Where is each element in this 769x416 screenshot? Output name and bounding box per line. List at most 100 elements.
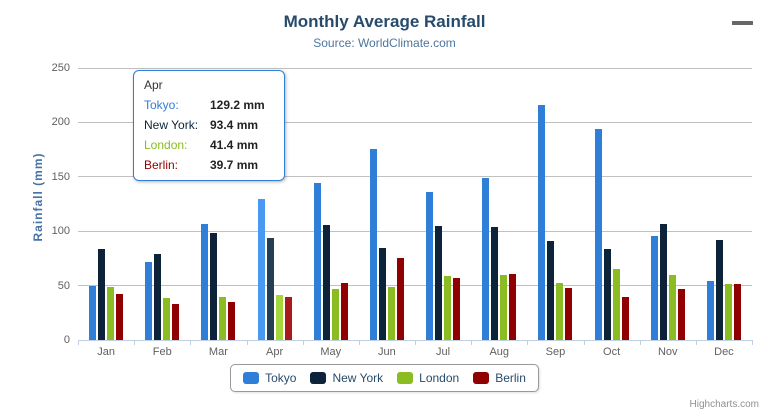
column-bar-new-york-mar[interactable] bbox=[210, 232, 218, 340]
column-bar-tokyo-nov[interactable] bbox=[650, 235, 658, 340]
x-axis-tick-mark bbox=[78, 340, 79, 345]
chart-title: Monthly Average Rainfall bbox=[283, 12, 486, 31]
column-bar-london-apr[interactable] bbox=[275, 294, 283, 340]
x-axis-tick-mark bbox=[752, 340, 753, 345]
column-bar-london-feb[interactable] bbox=[163, 297, 171, 340]
x-axis-tick-mark bbox=[471, 340, 473, 345]
y-gridline bbox=[78, 176, 752, 178]
x-axis-tick-mark bbox=[246, 340, 248, 345]
legend-swatch-icon bbox=[243, 372, 260, 384]
column-bar-tokyo-dec[interactable] bbox=[706, 280, 714, 340]
column-bar-tokyo-feb[interactable] bbox=[145, 262, 153, 340]
y-axis-tick-label: 50 bbox=[57, 279, 70, 292]
column-bar-tokyo-may[interactable] bbox=[313, 183, 321, 340]
legend-swatch-icon bbox=[473, 372, 490, 384]
column-bar-berlin-dec[interactable] bbox=[733, 284, 741, 340]
legend-label: Berlin bbox=[495, 371, 526, 385]
x-axis-tick-mark bbox=[527, 340, 529, 345]
x-axis-tick-mark bbox=[358, 340, 360, 345]
legend: Tokyo New York London Berlin bbox=[0, 364, 769, 392]
column-bar-berlin-jul[interactable] bbox=[453, 277, 461, 340]
column-bar-berlin-may[interactable] bbox=[340, 282, 348, 340]
x-axis-tick-label: Apr bbox=[266, 346, 284, 358]
column-bar-tokyo-jul[interactable] bbox=[426, 192, 434, 340]
legend-label: London bbox=[419, 371, 460, 385]
legend-swatch-icon bbox=[310, 372, 327, 384]
column-bar-new-york-feb[interactable] bbox=[154, 254, 162, 340]
x-axis-tick-mark bbox=[134, 340, 136, 345]
column-bar-new-york-sep[interactable] bbox=[547, 240, 555, 340]
column-bar-berlin-aug[interactable] bbox=[509, 274, 517, 340]
x-axis-tick-mark bbox=[190, 340, 192, 345]
y-axis-tick-label: 0 bbox=[63, 334, 70, 346]
column-bar-london-mar[interactable] bbox=[219, 297, 227, 340]
y-gridline bbox=[78, 285, 752, 287]
legend-item-tokyo[interactable]: Tokyo bbox=[243, 371, 296, 385]
y-axis-tick-label: 100 bbox=[51, 225, 70, 238]
column-bar-new-york-jan[interactable] bbox=[98, 249, 106, 340]
column-bar-berlin-mar[interactable] bbox=[228, 302, 236, 340]
column-bar-tokyo-aug[interactable] bbox=[482, 178, 490, 340]
column-bar-berlin-jan[interactable] bbox=[116, 293, 124, 340]
column-bar-new-york-aug[interactable] bbox=[491, 226, 499, 340]
column-bar-berlin-feb[interactable] bbox=[172, 303, 180, 340]
column-bar-new-york-jun[interactable] bbox=[378, 248, 386, 340]
x-axis-tick-mark bbox=[302, 340, 304, 345]
column-bar-london-jul[interactable] bbox=[444, 275, 452, 340]
legend-label: Tokyo bbox=[265, 371, 297, 385]
column-bar-london-aug[interactable] bbox=[500, 275, 508, 340]
legend-swatch-icon bbox=[397, 372, 414, 384]
legend-item-new-york[interactable]: New York bbox=[310, 371, 383, 385]
x-axis-tick-label: Nov bbox=[657, 346, 678, 358]
export-menu-button[interactable] bbox=[730, 20, 754, 40]
x-axis-tick-label: Jan bbox=[97, 346, 115, 358]
y-axis-tick-label: 150 bbox=[51, 170, 70, 183]
column-bar-berlin-sep[interactable] bbox=[565, 288, 573, 340]
column-bar-tokyo-mar[interactable] bbox=[201, 224, 209, 340]
x-axis-tick-mark bbox=[695, 340, 697, 345]
legend-box: Tokyo New York London Berlin bbox=[230, 364, 539, 392]
legend-item-berlin[interactable]: Berlin bbox=[473, 371, 526, 385]
column-bar-new-york-nov[interactable] bbox=[659, 224, 667, 340]
column-bar-london-nov[interactable] bbox=[668, 275, 676, 340]
legend-label: New York bbox=[332, 371, 384, 385]
chart-subtitle: Source: WorldClimate.com bbox=[313, 36, 456, 50]
column-bar-berlin-oct[interactable] bbox=[621, 297, 629, 340]
column-bar-london-jan[interactable] bbox=[107, 286, 115, 340]
column-bar-london-jun[interactable] bbox=[387, 287, 395, 340]
column-bar-london-oct[interactable] bbox=[612, 269, 620, 340]
column-bar-new-york-oct[interactable] bbox=[603, 249, 611, 340]
x-axis-tick-mark bbox=[639, 340, 641, 345]
column-bar-new-york-jul[interactable] bbox=[435, 225, 443, 340]
x-axis-tick-label: Aug bbox=[489, 346, 510, 358]
y-axis-title: Rainfall (mm) bbox=[31, 152, 45, 242]
x-axis-tick-label: Dec bbox=[714, 346, 734, 358]
x-axis-tick-label: May bbox=[320, 346, 342, 358]
column-bar-new-york-apr[interactable] bbox=[266, 238, 274, 340]
column-bar-london-dec[interactable] bbox=[724, 284, 732, 340]
column-bar-tokyo-jun[interactable] bbox=[369, 148, 377, 340]
hamburger-icon bbox=[732, 21, 753, 25]
highcharts-credit-link[interactable]: Highcharts.com bbox=[689, 399, 759, 410]
x-axis-tick-mark bbox=[583, 340, 585, 345]
legend-item-london[interactable]: London bbox=[397, 371, 459, 385]
y-gridline bbox=[78, 230, 752, 232]
x-axis-tick-label: Mar bbox=[208, 346, 228, 358]
column-bar-berlin-apr[interactable] bbox=[284, 296, 292, 340]
column-bar-tokyo-jan[interactable] bbox=[89, 285, 97, 340]
column-bar-tokyo-oct[interactable] bbox=[594, 128, 602, 340]
column-bar-london-sep[interactable] bbox=[556, 282, 564, 340]
column-bar-tokyo-sep[interactable] bbox=[538, 104, 546, 340]
column-bar-new-york-dec[interactable] bbox=[715, 239, 723, 340]
column-bar-new-york-may[interactable] bbox=[322, 224, 330, 340]
column-bar-berlin-jun[interactable] bbox=[396, 257, 404, 340]
x-axis-tick-mark bbox=[415, 340, 416, 345]
x-axis-tick-label: Oct bbox=[603, 346, 621, 358]
column-bar-london-may[interactable] bbox=[331, 288, 339, 340]
column-bar-berlin-nov[interactable] bbox=[677, 289, 685, 340]
y-axis-tick-label: 250 bbox=[51, 62, 70, 74]
y-gridline bbox=[78, 121, 752, 123]
y-axis-tick-label: 200 bbox=[51, 116, 70, 129]
column-bar-tokyo-apr[interactable] bbox=[257, 199, 265, 340]
